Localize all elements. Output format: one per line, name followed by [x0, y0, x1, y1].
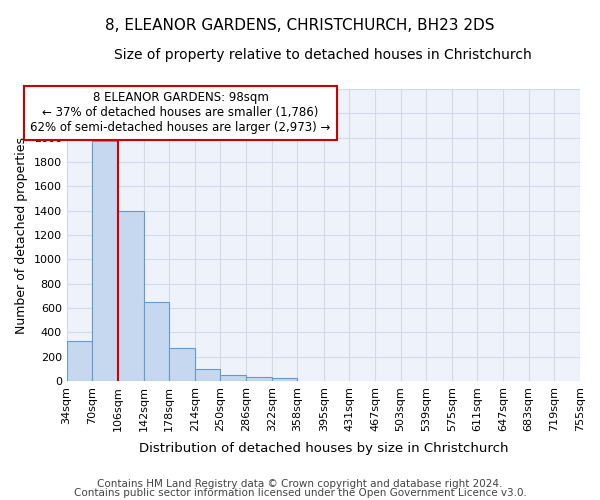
Text: Contains public sector information licensed under the Open Government Licence v3: Contains public sector information licen…: [74, 488, 526, 498]
Text: Contains HM Land Registry data © Crown copyright and database right 2024.: Contains HM Land Registry data © Crown c…: [97, 479, 503, 489]
Bar: [92, 142, 118, 381]
Title: Size of property relative to detached houses in Christchurch: Size of property relative to detached ho…: [115, 48, 532, 62]
Y-axis label: Number of detached properties: Number of detached properties: [15, 136, 28, 334]
Text: 8 ELEANOR GARDENS: 98sqm
← 37% of detached houses are smaller (1,786)
62% of sem: 8 ELEANOR GARDENS: 98sqm ← 37% of detach…: [31, 92, 331, 134]
X-axis label: Distribution of detached houses by size in Christchurch: Distribution of detached houses by size …: [139, 442, 508, 455]
Bar: [118, 210, 143, 381]
Bar: [143, 302, 169, 381]
Bar: [246, 377, 272, 381]
Bar: [272, 378, 298, 381]
Bar: [195, 369, 220, 381]
Bar: [220, 375, 246, 381]
Bar: [169, 348, 195, 381]
Bar: [67, 342, 92, 381]
Text: 8, ELEANOR GARDENS, CHRISTCHURCH, BH23 2DS: 8, ELEANOR GARDENS, CHRISTCHURCH, BH23 2…: [105, 18, 495, 32]
